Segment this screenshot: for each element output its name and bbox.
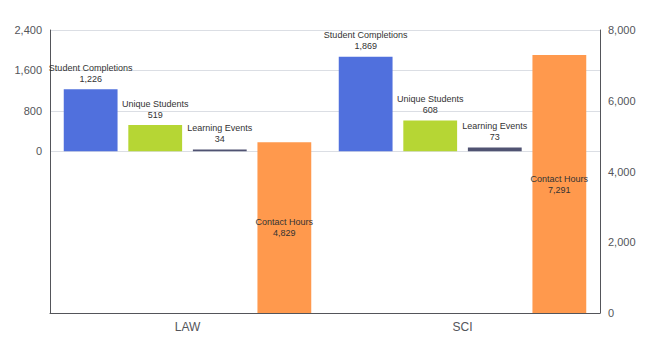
svg-text:2,000: 2,000 bbox=[608, 236, 636, 248]
svg-text:0: 0 bbox=[608, 307, 614, 319]
svg-text:73: 73 bbox=[490, 132, 500, 142]
svg-text:Student Completions: Student Completions bbox=[49, 63, 133, 73]
svg-text:SCI: SCI bbox=[452, 320, 472, 334]
svg-text:4,000: 4,000 bbox=[608, 166, 636, 178]
svg-text:4,829: 4,829 bbox=[273, 228, 296, 238]
svg-text:519: 519 bbox=[148, 110, 163, 120]
svg-text:8,000: 8,000 bbox=[608, 24, 636, 36]
svg-text:Unique Students: Unique Students bbox=[397, 94, 464, 104]
svg-text:608: 608 bbox=[423, 105, 438, 115]
svg-text:Learning Events: Learning Events bbox=[462, 121, 528, 131]
svg-text:Unique Students: Unique Students bbox=[122, 99, 189, 109]
svg-text:34: 34 bbox=[215, 134, 225, 144]
svg-text:0: 0 bbox=[36, 145, 42, 157]
svg-text:6,000: 6,000 bbox=[608, 95, 636, 107]
svg-text:Student Completions: Student Completions bbox=[324, 30, 408, 40]
svg-text:7,291: 7,291 bbox=[548, 185, 571, 195]
svg-text:1,869: 1,869 bbox=[354, 41, 377, 51]
svg-text:LAW: LAW bbox=[175, 320, 201, 334]
svg-text:Contact Hours: Contact Hours bbox=[531, 174, 589, 184]
svg-text:Learning Events: Learning Events bbox=[187, 123, 253, 133]
svg-text:1,226: 1,226 bbox=[79, 74, 102, 84]
svg-text:2,400: 2,400 bbox=[14, 24, 42, 36]
svg-text:Contact Hours: Contact Hours bbox=[256, 217, 314, 227]
svg-text:1,600: 1,600 bbox=[14, 64, 42, 76]
svg-text:800: 800 bbox=[24, 105, 42, 117]
